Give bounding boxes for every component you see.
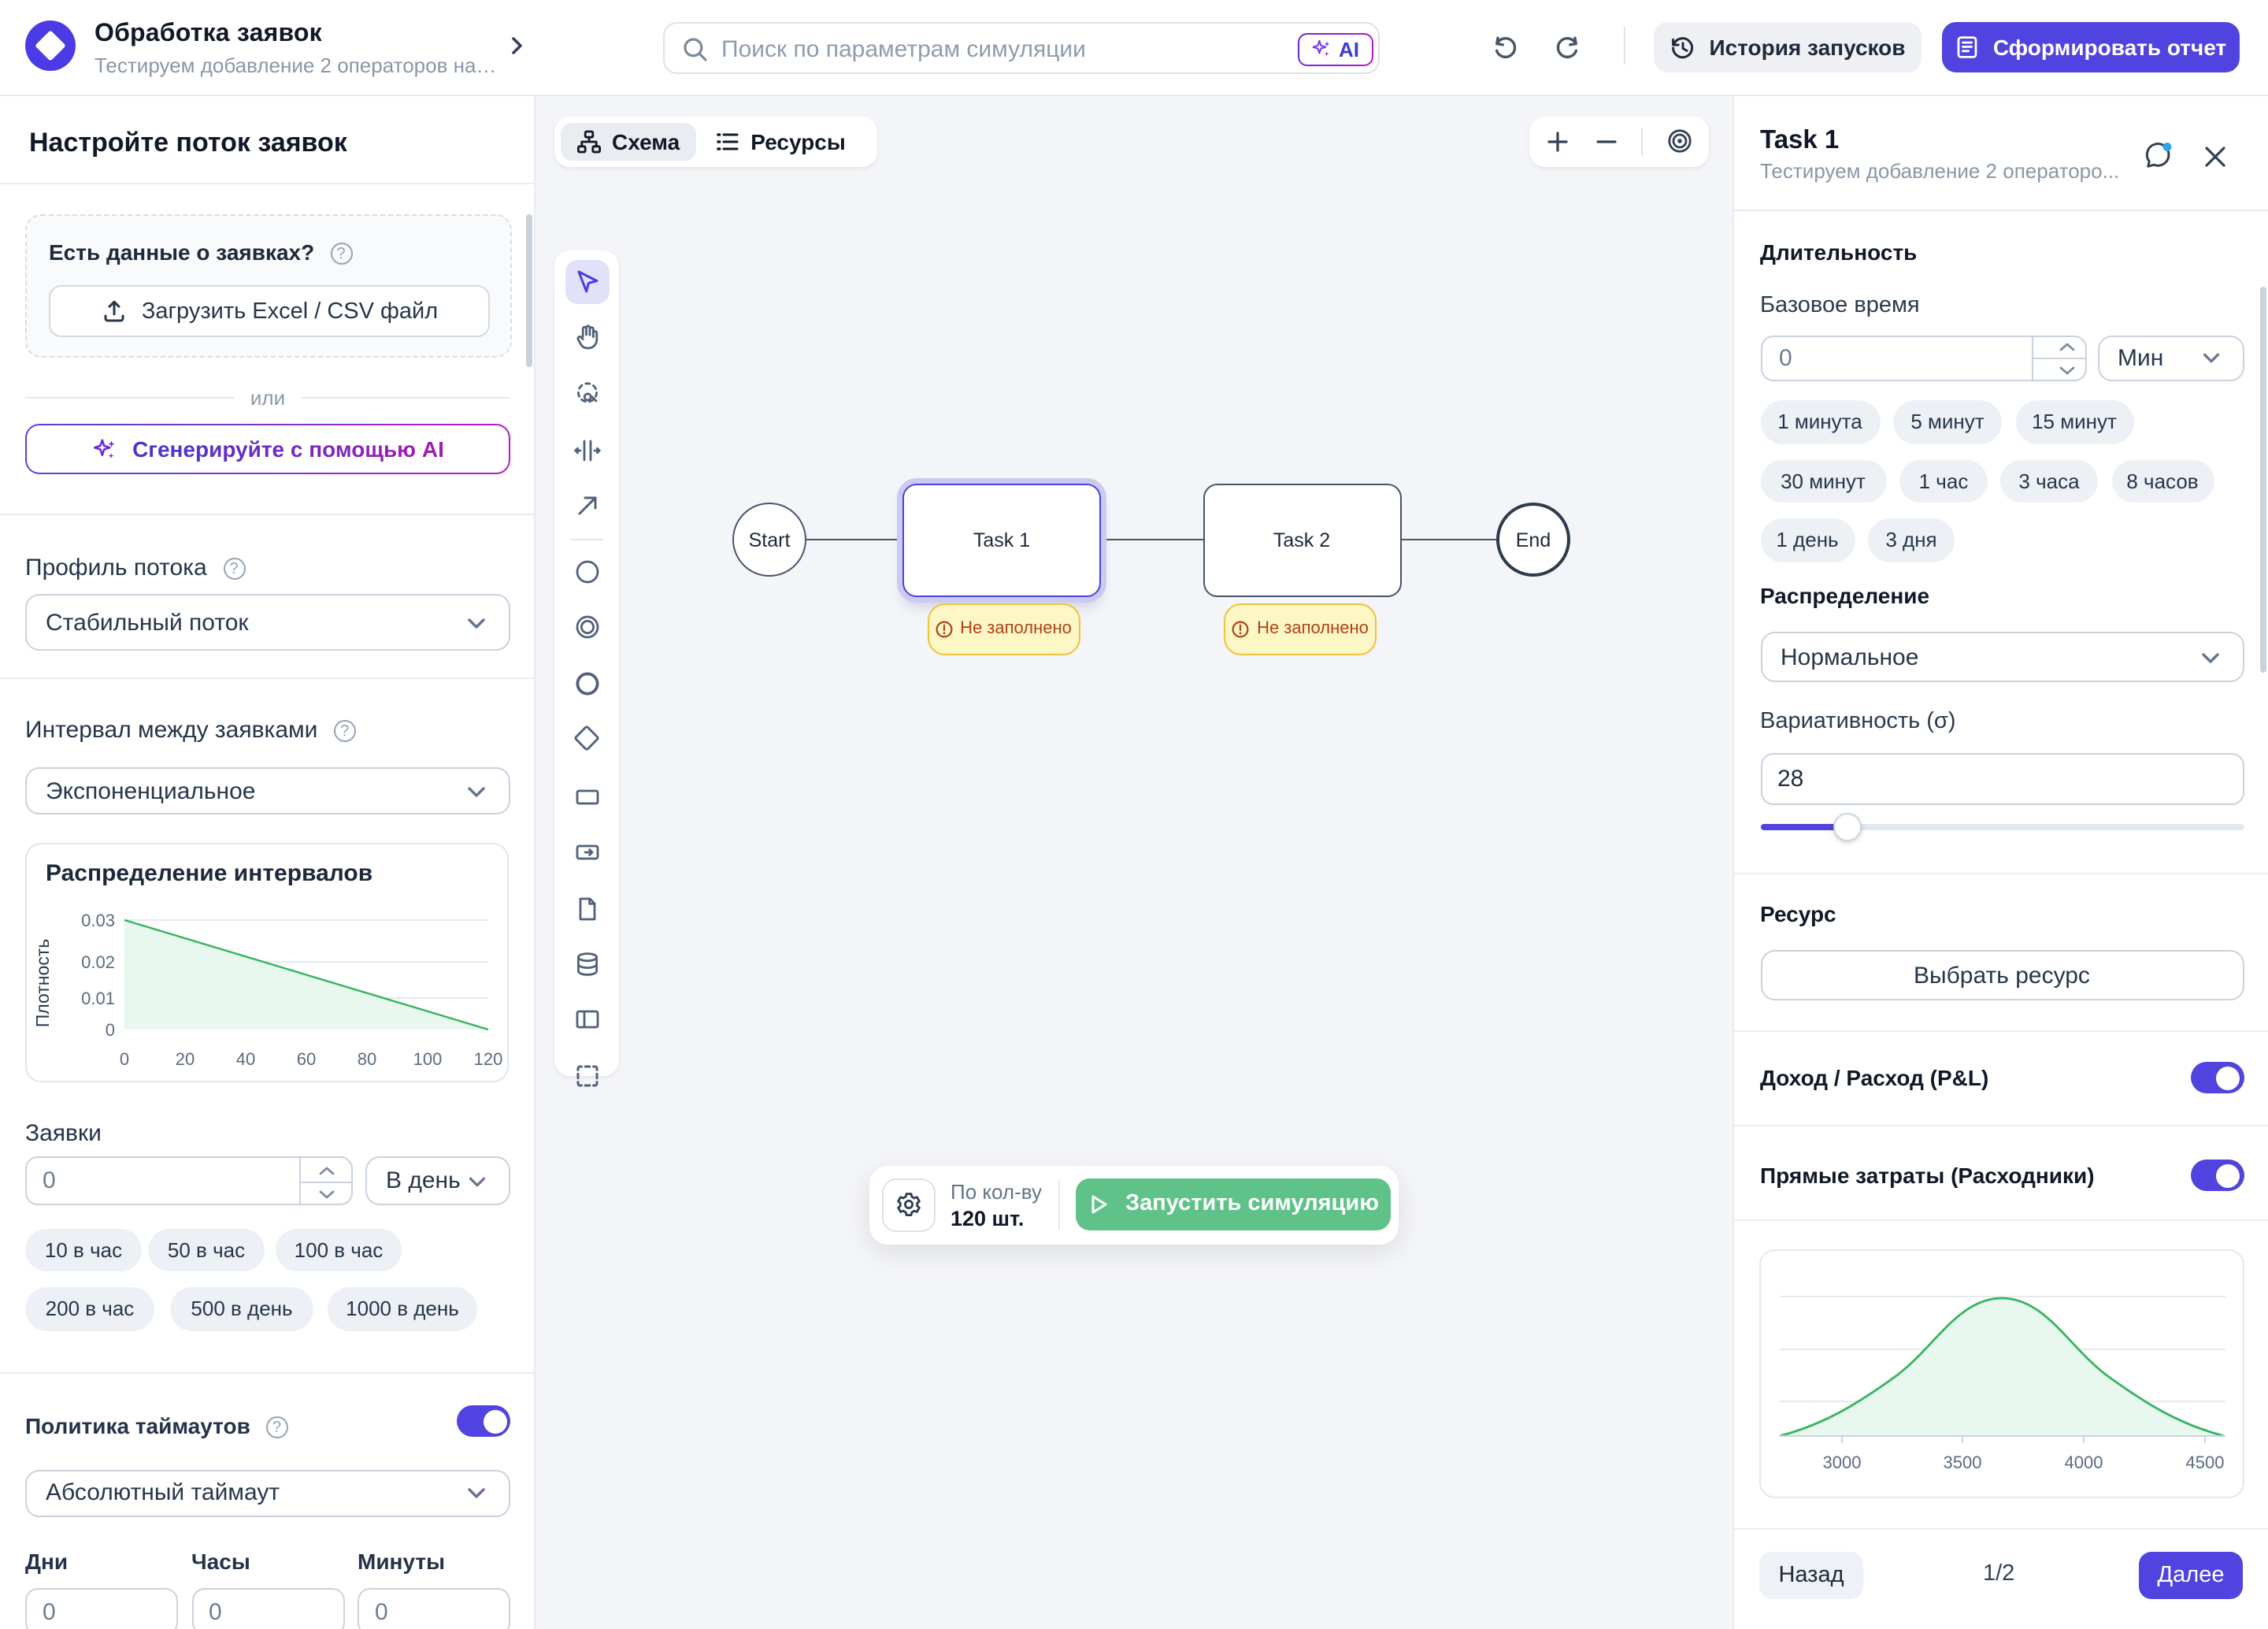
svg-text:Плотность: Плотность [32, 939, 53, 1028]
svg-text:4000: 4000 [2065, 1452, 2103, 1471]
svg-text:60: 60 [297, 1049, 316, 1069]
svg-text:100: 100 [413, 1049, 443, 1069]
svg-text:120: 120 [474, 1049, 503, 1069]
svg-text:4500: 4500 [2186, 1452, 2225, 1471]
svg-text:0.02: 0.02 [81, 952, 115, 972]
svg-text:3000: 3000 [1823, 1452, 1862, 1471]
svg-text:0.03: 0.03 [81, 911, 115, 930]
svg-text:3500: 3500 [1944, 1452, 1982, 1471]
svg-text:40: 40 [236, 1049, 255, 1069]
svg-text:80: 80 [358, 1049, 376, 1069]
svg-text:0.01: 0.01 [81, 989, 115, 1008]
svg-text:0: 0 [120, 1049, 129, 1069]
svg-text:0: 0 [106, 1020, 115, 1040]
svg-text:20: 20 [176, 1049, 195, 1069]
